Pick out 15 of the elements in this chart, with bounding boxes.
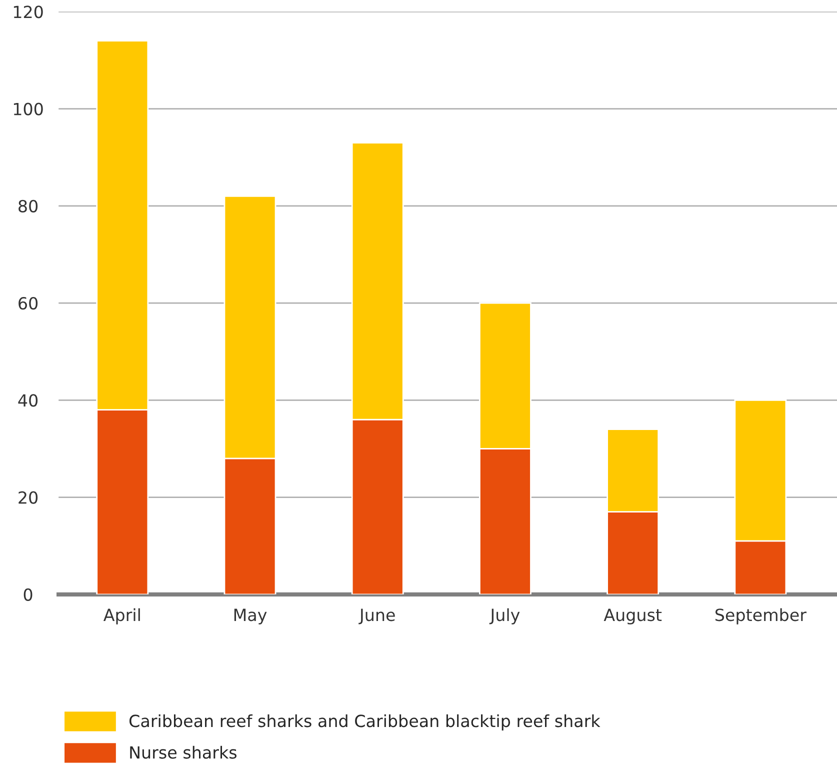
y-tick-label: 120 <box>14 6 43 18</box>
x-tick-label: September <box>715 608 806 624</box>
y-tick-label: 100 <box>14 102 43 116</box>
x-tick-label: August <box>604 608 662 624</box>
x-tick-label: May <box>234 608 267 624</box>
legend-label: Nurse sharks <box>130 746 237 759</box>
legend-label: Caribbean reef sharks and Caribbean blacktip reef shark <box>129 714 600 730</box>
y-tick-label: 60 <box>18 296 38 310</box>
x-tick-label: April <box>103 608 140 624</box>
x-tick-label: July <box>489 608 520 624</box>
y-tick-label: 20 <box>18 491 38 504</box>
y-tick-label: 40 <box>18 394 38 407</box>
x-tick-label: June <box>358 608 395 624</box>
y-tick-label: 0 <box>24 588 32 601</box>
y-tick-label: 80 <box>18 200 38 212</box>
